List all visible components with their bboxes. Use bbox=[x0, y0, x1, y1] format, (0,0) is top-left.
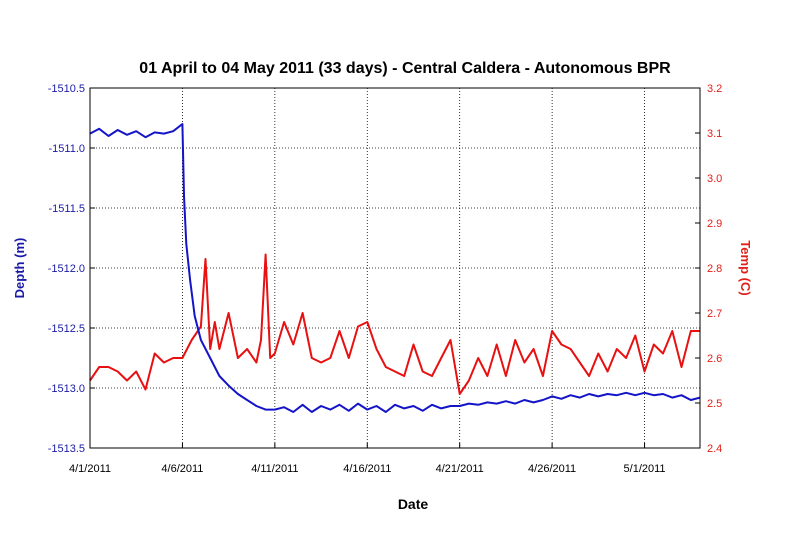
series-layer bbox=[89, 123, 701, 413]
x-tick-label: 4/6/2011 bbox=[161, 463, 203, 475]
grid bbox=[90, 88, 700, 448]
x-tick-label: 4/21/2011 bbox=[436, 463, 484, 475]
y-right-tick-label: 2.5 bbox=[707, 398, 722, 410]
x-tick-label: 5/1/2011 bbox=[624, 463, 666, 475]
y-right-tick-label: 3.0 bbox=[707, 173, 722, 185]
x-tick-label: 4/26/2011 bbox=[528, 463, 576, 475]
y-left-tick-label: -1511.0 bbox=[49, 143, 86, 155]
y-right-tick-label: 3.1 bbox=[707, 128, 722, 140]
chart-title: 01 April to 04 May 2011 (33 days) - Cent… bbox=[139, 60, 671, 77]
y-left-tick-label: -1511.5 bbox=[49, 203, 86, 215]
y-axis-left-label: Depth (m) bbox=[12, 238, 27, 299]
x-tick-label: 4/11/2011 bbox=[251, 463, 298, 475]
y-right-tick-label: 3.2 bbox=[707, 83, 722, 95]
y-left-tick-label: -1510.5 bbox=[48, 83, 85, 95]
y-left-tick-label: -1513.0 bbox=[48, 383, 85, 395]
y-right-tick-label: 2.8 bbox=[707, 263, 722, 275]
y-left-tick-label: -1513.5 bbox=[48, 443, 85, 455]
y-left-tick-label: -1512.0 bbox=[48, 263, 85, 275]
y-left-tick-label: -1512.5 bbox=[48, 323, 85, 335]
y-right-tick-label: 2.4 bbox=[707, 443, 722, 455]
y-right-tick-label: 2.9 bbox=[707, 218, 722, 230]
ticks-layer: 4/1/2011 4/6/2011 4/11/2011 4/16/2011 4/21/2… bbox=[48, 83, 723, 475]
x-tick-label: 4/16/2011 bbox=[343, 463, 391, 475]
x-tick-label: 4/1/2011 bbox=[69, 463, 111, 475]
temp-series-line bbox=[89, 253, 700, 395]
y-right-tick-label: 2.7 bbox=[707, 308, 722, 320]
y-right-tick-label: 2.6 bbox=[707, 353, 722, 365]
y-axis-right-label: Temp (C) bbox=[738, 240, 753, 295]
x-axis-label: Date bbox=[398, 496, 429, 512]
depth-series-line bbox=[89, 123, 701, 413]
